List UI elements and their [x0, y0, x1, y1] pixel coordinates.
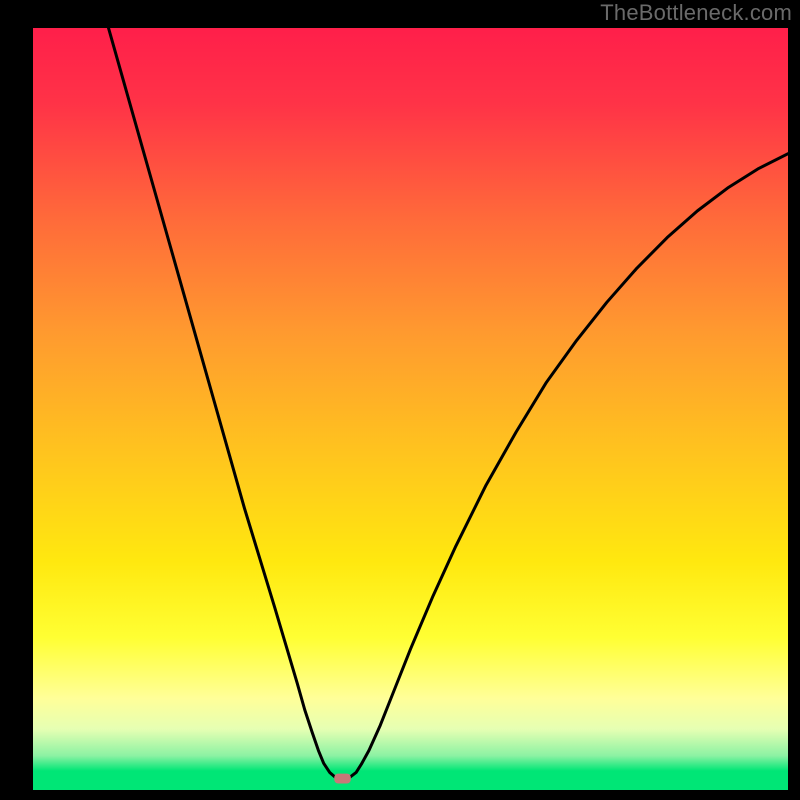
chart-canvas: TheBottleneck.com	[0, 0, 800, 800]
bottleneck-curve	[109, 28, 789, 779]
min-marker	[334, 774, 351, 784]
watermark-text: TheBottleneck.com	[600, 0, 792, 26]
plot-area	[33, 28, 788, 790]
curve-layer	[33, 28, 788, 790]
